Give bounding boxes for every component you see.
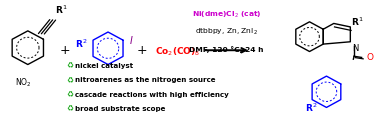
Text: +: + (136, 44, 147, 57)
Text: broad substrate scope: broad substrate scope (75, 106, 165, 112)
Text: dtbbpy, Zn, ZnI$_2$: dtbbpy, Zn, ZnI$_2$ (195, 27, 258, 37)
Text: NO$_2$: NO$_2$ (15, 77, 32, 89)
Text: nitroarenes as the nitrogen source: nitroarenes as the nitrogen source (75, 77, 215, 83)
Text: N: N (352, 44, 359, 53)
Text: cascade reactions with high efficiency: cascade reactions with high efficiency (75, 92, 229, 98)
Text: O: O (366, 53, 373, 62)
Text: Co$_2$(CO)$_8$: Co$_2$(CO)$_8$ (155, 46, 200, 58)
Text: ♻: ♻ (66, 61, 73, 70)
Text: ♻: ♻ (66, 90, 73, 99)
Text: nickel catalyst: nickel catalyst (75, 63, 133, 69)
Text: ♻: ♻ (66, 76, 73, 85)
Text: +: + (59, 44, 70, 57)
Text: R$^{2}$: R$^{2}$ (305, 102, 318, 114)
Text: R$^{2}$: R$^{2}$ (75, 38, 87, 50)
Text: ♻: ♻ (66, 104, 73, 113)
Text: R$^{1}$: R$^{1}$ (351, 16, 364, 28)
Text: I: I (130, 36, 133, 46)
Text: DMF, 120 °C, 24 h: DMF, 120 °C, 24 h (189, 46, 264, 53)
Text: Ni(dme)Cl$_2$ (cat): Ni(dme)Cl$_2$ (cat) (192, 10, 262, 20)
Text: R$^{1}$: R$^{1}$ (54, 4, 67, 16)
